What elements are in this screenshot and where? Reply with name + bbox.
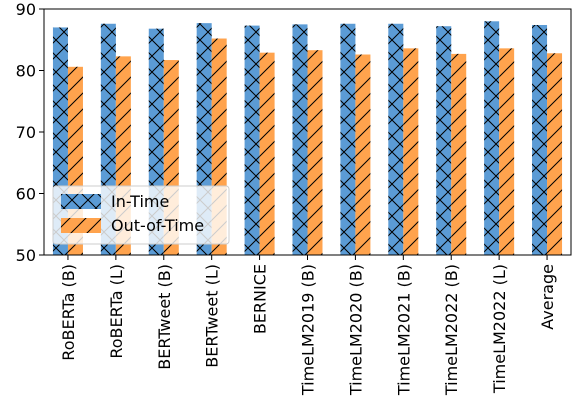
x-tick-label: TimeLM2022 (L) [490,264,509,394]
legend-item-in-time: In-Time [61,192,169,211]
bar-in-time-7 [388,23,404,256]
legend-label: In-Time [111,192,169,211]
plot-frame [43,8,572,256]
bar-out-of-time-7 [403,48,419,255]
bar-in-time-10 [532,24,548,255]
x-tick-label: BERNICE [251,264,270,334]
y-tick-label: 50 [16,246,36,265]
legend-item-out-of-time: Out-of-Time [61,216,204,235]
x-axis: RoBERTa (B) RoBERTa (L) BERTweet (B) BERTwe… [59,255,557,396]
x-tick-label: RoBERTa (L) [107,264,126,359]
x-tick-label: TimeLM2021 (B) [394,264,413,396]
legend: In-Time Out-of-Time [52,185,230,245]
x-tick-label: TimeLM2022 (B) [442,264,461,396]
x-tick-label: RoBERTa (B) [59,264,78,361]
x-tick-label: TimeLM2020 (B) [346,264,365,396]
x-tick-label: BERTweet (B) [155,264,174,370]
y-tick-label: 60 [16,185,36,204]
y-axis: 50 60 70 80 90 [16,0,44,265]
bar-out-of-time-5 [307,50,323,255]
y-tick-label: 70 [16,123,36,142]
bar-in-time-9 [484,21,500,255]
bar-in-time-8 [436,26,452,255]
bar-out-of-time-4 [259,52,275,255]
bar-out-of-time-8 [451,53,467,255]
y-tick-label: 80 [16,62,36,81]
x-tick-label: BERTweet (L) [203,264,222,368]
x-tick-label: Average [538,264,557,330]
bar-out-of-time-6 [355,54,371,256]
x-tick-label: TimeLM2019 (B) [299,264,318,396]
bar-in-time-5 [292,24,308,255]
legend-label: Out-of-Time [111,216,204,235]
bar-in-time-6 [340,23,356,256]
bar-out-of-time-9 [499,48,515,255]
bar-in-time-4 [244,25,260,256]
y-tick-label: 90 [16,0,36,19]
bar-out-of-time-10 [547,53,563,255]
